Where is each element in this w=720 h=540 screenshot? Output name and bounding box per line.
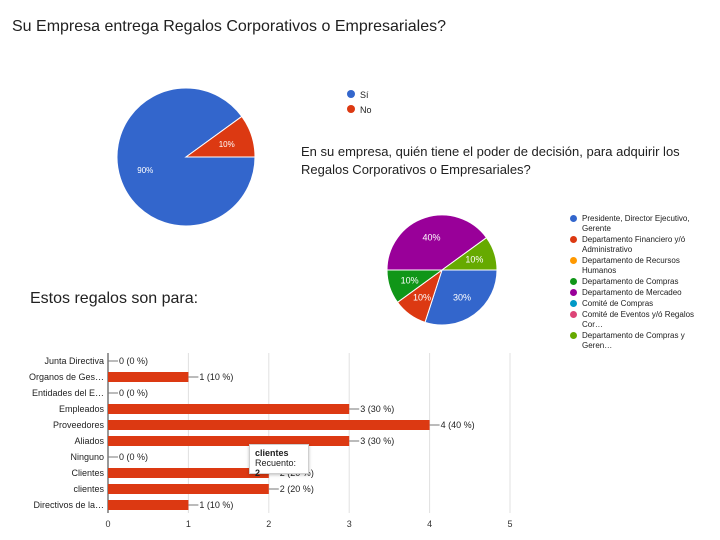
pie1-slice-0 [116,87,256,227]
bar-value-label-3: 3 (30 %) [360,404,394,414]
pie1-slice-label-1: 10% [219,140,235,149]
legend2-swatch-0 [570,215,577,222]
legend2-label-2: Departamento de Recursos Humanos [582,256,680,275]
bar-x-tick-3: 3 [347,519,352,529]
legend2-swatch-7 [570,332,577,339]
pie1-slice-1 [184,115,256,158]
legend2-swatch-6 [570,311,577,318]
pie1-legend: Sí No [347,88,372,118]
legend2-label-6: Comité de Eventos y/ó Regalos Cor… [582,310,695,329]
legend1-label-0: Sí [360,90,369,100]
bar-category-1: Organos de Ges… [29,372,104,382]
pie2-slice-label-4: 40% [422,233,440,243]
legend2-item-6: Comité de Eventos y/ó Regalos Cor… [570,310,715,330]
pie2-slice-3 [386,269,444,304]
pie2-title: En su empresa, quién tiene el poder de d… [301,144,680,177]
bar-value-label-0: 0 (0 %) [119,356,148,366]
legend2-item-1: Departamento Financiero y/ó Administrati… [570,235,715,255]
legend2-label-7: Departamento de Compras y Geren… [582,331,685,350]
legend2-label-5: Comité de Compras [582,299,654,308]
bar-value-label-2: 0 (0 %) [119,388,148,398]
tooltip-title: clientes [255,448,289,458]
tooltip-value: 2 [255,468,261,478]
bar-value-label-9: 1 (10 %) [199,500,233,510]
pie1-title: Su Empresa entrega Regalos Corporativos … [12,18,446,35]
bar-3 [108,404,350,414]
legend2-swatch-3 [570,278,577,285]
bar-category-8: clientes [73,484,104,494]
pie1-slice-label-0: 90% [137,166,153,175]
pie2-legend: Presidente, Director Ejecutivo, Gerente D… [570,214,715,352]
tooltip-label: Recuento: [255,458,297,468]
legend2-swatch-5 [570,300,577,307]
legend1-swatch-1 [347,105,355,113]
legend2-swatch-4 [570,289,577,296]
legend1-swatch-0 [347,90,355,98]
bar-category-3: Empleados [59,404,105,414]
bar-7 [108,468,269,478]
legend2-item-0: Presidente, Director Ejecutivo, Gerente [570,214,715,234]
bar-1 [108,372,189,382]
bar-x-tick-0: 0 [105,519,110,529]
legend2-item-4: Departamento de Mercadeo [570,288,715,298]
bar-value-label-6: 0 (0 %) [119,452,148,462]
bar-value-label-4: 4 (40 %) [441,420,475,430]
bar-category-9: Directivos de la… [33,500,104,510]
pie2-slice-label-1: 10% [413,293,431,303]
legend2-label-0: Presidente, Director Ejecutivo, Gerente [582,214,690,233]
bar-category-6: Ninguno [70,452,104,462]
bar-4 [108,420,430,430]
pie2-slice-label-7: 10% [465,255,483,265]
legend2-swatch-1 [570,236,577,243]
pie2-slice-4 [386,214,488,271]
bar-tooltip: clientes Recuento: 2 [249,444,309,478]
pie2-slice-label-0: 30% [453,293,471,303]
bar-category-2: Entidades del E… [32,388,104,398]
bar-8 [108,484,269,494]
pie2-slice-1 [396,268,443,323]
legend2-item-2: Departamento de Recursos Humanos [570,256,715,276]
bar-chart-title: Estos regalos son para: [30,290,199,307]
legend2-item-7: Departamento de Compras y Geren… [570,331,715,351]
legend1-item-0: Sí [347,88,372,102]
bar-value-label-5: 3 (30 %) [360,436,394,446]
bar-value-label-1: 1 (10 %) [199,372,233,382]
bar-value-label-8: 2 (20 %) [280,484,314,494]
legend2-label-1: Departamento Financiero y/ó Administrati… [582,235,686,254]
pie2-slice-0 [424,269,498,326]
bar-5 [108,436,350,446]
legend1-item-1: No [347,103,372,117]
legend2-label-4: Departamento de Mercadeo [582,288,682,297]
legend2-item-3: Departamento de Compras [570,277,715,287]
bar-x-tick-1: 1 [186,519,191,529]
bar-x-tick-4: 4 [427,519,432,529]
bar-x-tick-2: 2 [266,519,271,529]
bar-category-0: Junta Directiva [44,356,104,366]
legend2-label-3: Departamento de Compras [582,277,679,286]
pie2-slice-label-3: 10% [401,276,419,286]
bar-9 [108,500,189,510]
bar-x-tick-5: 5 [507,519,512,529]
legend2-item-5: Comité de Compras [570,299,715,309]
bar-category-5: Aliados [74,436,104,446]
legend1-label-1: No [360,105,372,115]
pie2-slice-7 [440,236,498,271]
legend2-swatch-2 [570,257,577,264]
bar-category-7: Clientes [71,468,104,478]
bar-category-4: Proveedores [53,420,105,430]
